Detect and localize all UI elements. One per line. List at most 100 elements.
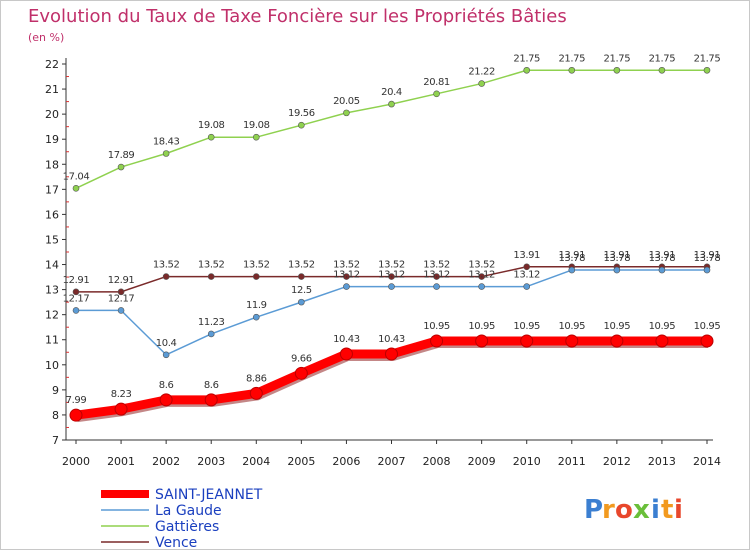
data-point bbox=[433, 273, 440, 280]
data-point bbox=[430, 334, 444, 348]
logo-letter: r bbox=[602, 495, 615, 525]
data-label: 17.04 bbox=[63, 171, 90, 182]
y-tick-label: 15 bbox=[45, 233, 59, 246]
x-tick-label: 2000 bbox=[62, 455, 90, 468]
legend-label: SAINT-JEANNET bbox=[155, 487, 263, 503]
y-tick-label: 16 bbox=[45, 208, 59, 221]
data-label: 10.95 bbox=[468, 321, 495, 332]
data-point bbox=[433, 90, 440, 98]
data-point bbox=[475, 334, 489, 348]
legend-label: Gattières bbox=[155, 519, 219, 535]
data-label: 20.05 bbox=[333, 96, 360, 107]
data-label: 13.12 bbox=[513, 270, 540, 281]
y-tick-label: 9 bbox=[52, 384, 59, 397]
data-label: 13.91 bbox=[558, 250, 585, 261]
data-label: 13.12 bbox=[378, 270, 405, 281]
data-point bbox=[343, 109, 350, 117]
data-label: 8.6 bbox=[159, 380, 174, 391]
logo-letter: P bbox=[584, 495, 603, 525]
x-tick-label: 2011 bbox=[558, 455, 586, 468]
data-label: 13.52 bbox=[153, 260, 180, 271]
data-point bbox=[388, 100, 395, 108]
x-tick-label: 2006 bbox=[332, 455, 360, 468]
y-tick-label: 8 bbox=[52, 409, 59, 422]
y-tick-label: 11 bbox=[45, 334, 59, 347]
data-point bbox=[252, 313, 260, 321]
data-point bbox=[72, 307, 80, 314]
data-point bbox=[568, 66, 576, 74]
data-point bbox=[117, 163, 125, 171]
data-point bbox=[72, 185, 80, 192]
data-label: 13.52 bbox=[288, 260, 315, 271]
data-point bbox=[613, 266, 621, 274]
logo-letter: x bbox=[633, 495, 650, 525]
data-point bbox=[478, 80, 485, 87]
data-point bbox=[252, 273, 260, 280]
y-tick-label: 18 bbox=[45, 158, 59, 171]
data-point bbox=[703, 266, 711, 274]
data-point bbox=[658, 266, 666, 274]
data-label: 12.5 bbox=[291, 285, 312, 296]
x-tick-label: 2014 bbox=[693, 455, 721, 468]
x-tick-label: 2005 bbox=[287, 455, 315, 468]
data-label: 13.52 bbox=[198, 260, 225, 271]
data-label: 13.91 bbox=[604, 250, 631, 261]
data-label: 13.78 bbox=[604, 253, 631, 264]
data-label: 12.17 bbox=[63, 293, 90, 304]
data-label: 10.95 bbox=[513, 321, 540, 332]
y-tick-label: 7 bbox=[52, 434, 59, 447]
data-label: 20.4 bbox=[381, 87, 402, 98]
data-point bbox=[298, 298, 305, 306]
data-point bbox=[523, 283, 531, 290]
data-label: 20.81 bbox=[423, 77, 450, 88]
data-point bbox=[343, 283, 350, 290]
logo-letter: i bbox=[674, 495, 683, 525]
logo-letter: o bbox=[615, 495, 633, 525]
data-point bbox=[69, 408, 83, 422]
data-point bbox=[343, 273, 350, 280]
data-label: 11.9 bbox=[246, 300, 267, 311]
data-point bbox=[298, 121, 305, 129]
y-tick-label: 14 bbox=[45, 259, 59, 272]
data-label: 21.75 bbox=[649, 53, 676, 64]
data-point bbox=[207, 330, 215, 338]
data-label: 10.95 bbox=[604, 321, 631, 332]
data-label: 21.75 bbox=[513, 53, 540, 64]
data-label: 21.75 bbox=[558, 53, 585, 64]
data-label: 13.52 bbox=[423, 260, 450, 271]
logo-letter: t bbox=[661, 495, 673, 525]
data-point bbox=[114, 402, 128, 416]
data-point bbox=[523, 66, 531, 74]
data-label: 13.91 bbox=[649, 250, 676, 261]
data-label: 19.08 bbox=[198, 120, 225, 131]
y-tick-label: 22 bbox=[45, 58, 59, 71]
data-point bbox=[655, 334, 669, 348]
legend-label: La Gaude bbox=[155, 503, 222, 519]
data-label: 8.6 bbox=[204, 380, 219, 391]
data-point bbox=[385, 347, 398, 361]
x-tick-label: 2003 bbox=[197, 455, 225, 468]
data-label: 13.78 bbox=[694, 253, 721, 264]
x-tick-label: 2001 bbox=[107, 455, 135, 468]
data-label: 10.43 bbox=[378, 334, 405, 345]
data-point bbox=[700, 334, 714, 348]
data-label: 10.95 bbox=[694, 321, 721, 332]
data-point bbox=[388, 273, 395, 280]
data-label: 19.08 bbox=[243, 120, 270, 131]
data-label: 10.95 bbox=[423, 321, 450, 332]
x-tick-label: 2004 bbox=[242, 455, 270, 468]
y-tick-label: 12 bbox=[45, 309, 59, 322]
data-label: 13.52 bbox=[378, 260, 405, 271]
series-layer bbox=[69, 66, 714, 423]
data-point bbox=[117, 307, 125, 314]
data-point bbox=[162, 150, 170, 157]
data-point bbox=[339, 347, 353, 361]
data-point bbox=[565, 334, 579, 348]
data-label: 21.75 bbox=[694, 53, 721, 64]
data-label: 12.91 bbox=[63, 275, 90, 286]
data-point bbox=[658, 66, 666, 74]
x-tick-label: 2012 bbox=[603, 455, 631, 468]
data-point bbox=[117, 288, 125, 296]
data-point bbox=[613, 66, 621, 74]
